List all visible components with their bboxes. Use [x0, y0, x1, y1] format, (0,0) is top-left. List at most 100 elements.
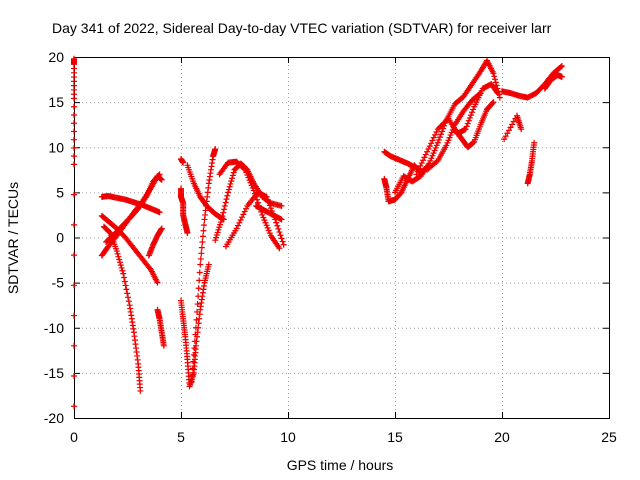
- data-point: [192, 331, 199, 338]
- data-point: [492, 79, 499, 86]
- data-point: [557, 63, 564, 70]
- data-point: [180, 159, 187, 166]
- data-point: [240, 211, 247, 218]
- axis-ticks: [74, 57, 610, 419]
- data-point: [197, 255, 204, 262]
- data-point: [436, 134, 443, 141]
- data-point: [496, 94, 503, 101]
- data-point: [434, 126, 441, 133]
- data-point: [429, 137, 436, 144]
- data-point: [115, 253, 122, 260]
- data-point: [113, 248, 120, 255]
- data-point: [430, 134, 437, 141]
- data-point: [469, 109, 476, 116]
- data-point: [465, 117, 472, 124]
- data-point: [71, 312, 77, 319]
- data-point: [233, 225, 240, 232]
- data-point: [558, 73, 565, 80]
- x-tick-label: 0: [70, 429, 78, 445]
- data-point: [243, 205, 250, 212]
- data-point: [236, 219, 243, 226]
- data-point: [464, 120, 471, 127]
- data-point: [432, 131, 439, 138]
- data-point: [273, 219, 280, 226]
- data-point: [71, 153, 77, 160]
- data-point: [280, 241, 287, 248]
- data-point: [226, 183, 233, 190]
- data-point: [119, 267, 126, 274]
- data-point: [71, 128, 77, 135]
- data-point: [71, 161, 77, 168]
- data-point: [155, 172, 162, 179]
- data-point: [71, 373, 77, 380]
- y-tick-label: 20: [48, 49, 64, 65]
- data-point: [491, 73, 498, 80]
- data-point: [437, 123, 444, 130]
- data-point: [221, 206, 228, 213]
- data-point: [413, 171, 420, 178]
- data-point: [266, 202, 273, 209]
- data-point: [196, 269, 203, 276]
- data-point: [121, 278, 128, 285]
- data-point: [201, 222, 208, 229]
- chart-title: Day 341 of 2022, Sidereal Day-to-day VTE…: [52, 20, 552, 36]
- data-point: [196, 277, 203, 284]
- data-point: [263, 193, 270, 200]
- y-tick-label: 5: [56, 184, 64, 200]
- data-point: [125, 294, 132, 301]
- data-point: [191, 338, 198, 345]
- data-point: [123, 286, 130, 293]
- data-point: [439, 128, 446, 135]
- data-points: [71, 55, 565, 410]
- data-point: [477, 90, 484, 97]
- data-point: [490, 70, 497, 77]
- y-tick-label: -20: [44, 410, 64, 426]
- data-point: [154, 279, 161, 286]
- data-point: [197, 261, 204, 268]
- data-point: [120, 270, 127, 277]
- data-point: [234, 222, 241, 229]
- data-point: [117, 259, 124, 266]
- data-point: [184, 229, 191, 236]
- data-point: [106, 229, 113, 236]
- data-point: [225, 189, 232, 196]
- data-point: [222, 199, 229, 206]
- data-point: [71, 111, 77, 118]
- data-point: [494, 90, 501, 97]
- data-point: [199, 233, 206, 240]
- y-tick-label: -15: [44, 365, 64, 381]
- data-point: [190, 358, 197, 365]
- data-point: [276, 245, 283, 252]
- data-point: [441, 119, 448, 126]
- data-point: [279, 238, 286, 245]
- data-point: [275, 225, 282, 232]
- data-point: [241, 165, 248, 172]
- data-point: [225, 186, 232, 193]
- data-point: [189, 372, 196, 379]
- data-point: [194, 301, 201, 308]
- data-point: [71, 342, 77, 349]
- data-point: [237, 217, 244, 224]
- data-point: [114, 250, 121, 257]
- data-point: [264, 196, 271, 203]
- data-point: [417, 162, 424, 169]
- data-point: [278, 235, 285, 242]
- data-point: [276, 229, 283, 236]
- y-tick-labels: 20 15 10 5 0 -5 -10 -15 -20: [44, 49, 64, 426]
- data-point: [117, 262, 124, 269]
- data-point: [250, 187, 257, 194]
- x-tick-label: 15: [387, 429, 403, 445]
- data-point: [267, 205, 274, 212]
- data-point: [421, 154, 428, 161]
- x-tick-label: 20: [494, 429, 510, 445]
- data-point: [218, 216, 225, 223]
- data-point: [71, 136, 77, 143]
- data-point: [71, 120, 77, 127]
- data-point: [195, 293, 202, 300]
- data-point: [463, 123, 470, 130]
- data-point: [71, 252, 77, 259]
- data-point: [416, 165, 423, 172]
- y-axis-title: SDTVAR / TECUs: [5, 182, 21, 294]
- data-point: [229, 172, 236, 179]
- data-point: [191, 345, 198, 352]
